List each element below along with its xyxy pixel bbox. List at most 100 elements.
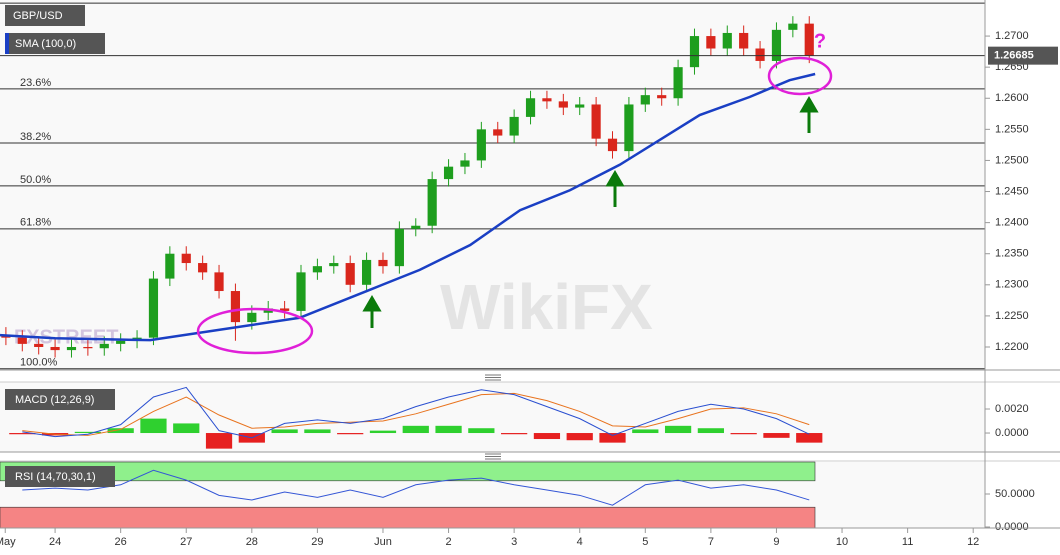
- candle-body: [771, 29, 782, 61]
- candle-body: [542, 98, 552, 102]
- x-tick-label: 5: [642, 536, 648, 548]
- candle-body: [165, 253, 175, 279]
- candle-body: [591, 104, 601, 139]
- y-tick-label: 50.0000: [995, 488, 1035, 500]
- x-tick-label: 26: [115, 536, 127, 548]
- histogram-bar: [435, 425, 462, 434]
- histogram-bar: [107, 428, 134, 434]
- histogram-bar: [566, 433, 593, 441]
- x-tick-label: 27: [180, 536, 192, 548]
- price-plot: 1.2200 1.2250 1.2300 1.2350 1.2400 1.2450 1.25…: [0, 0, 1058, 370]
- symbol-label: GBP/USD: [13, 10, 63, 22]
- x-tick-label: 11: [902, 536, 913, 548]
- macd-plot: 0.0000 0.0020: [9, 386, 1029, 449]
- overbought-band: [0, 461, 816, 482]
- x-tick-label: 24: [49, 536, 61, 548]
- candle-body: [509, 116, 519, 136]
- histogram-bar: [730, 433, 757, 435]
- candle-body: [247, 312, 257, 323]
- x-tick-label: 28: [246, 536, 258, 548]
- candle-body: [575, 104, 585, 108]
- candle-body: [657, 95, 667, 99]
- legend-boxes: GBP/USD SMA (100,0) MACD (12,26,9) RSI (…: [5, 5, 115, 487]
- signal-line: [22, 392, 810, 436]
- panel-grip[interactable]: [485, 374, 501, 460]
- level-label: 23.6%: [20, 77, 51, 89]
- y-tick-label: 1.2700: [995, 30, 1029, 42]
- highlight-ellipse: [767, 56, 833, 96]
- y-tick-label: 1.2600: [995, 92, 1029, 104]
- histogram-bar: [304, 429, 331, 434]
- candle-body: [607, 138, 618, 152]
- candle-body: [558, 101, 568, 108]
- candle-body: [624, 104, 634, 152]
- candle-body: [722, 32, 732, 49]
- y-tick-label: 1.2350: [995, 248, 1029, 260]
- level-label: 50.0%: [20, 174, 51, 186]
- histogram-bar: [599, 433, 626, 443]
- candle-body: [739, 32, 749, 49]
- candle-body: [50, 346, 60, 351]
- histogram-bar: [402, 425, 429, 434]
- level-label: 61.8%: [20, 217, 51, 229]
- candle-body: [329, 263, 339, 267]
- x-tick-label: May: [0, 536, 16, 548]
- histogram-bar: [533, 433, 561, 440]
- candle-body: [312, 266, 322, 273]
- watermarks: WikiFX FXSTREET: [14, 271, 653, 348]
- x-tick-label: Jun: [374, 536, 392, 548]
- annotations: ?: [196, 30, 833, 355]
- histogram-bar: [205, 433, 233, 449]
- candle-body: [673, 67, 683, 99]
- candle-body: [17, 337, 27, 344]
- histogram-bar: [664, 425, 692, 434]
- indicator-label: RSI (14,70,30,1): [15, 471, 96, 483]
- x-tick-label: 7: [708, 536, 714, 548]
- highlight-ellipse: [196, 307, 314, 355]
- y-tick-label: 1.2300: [995, 279, 1029, 291]
- candle-body: [66, 346, 77, 351]
- sma-line: [0, 72, 816, 342]
- candle-body: [525, 98, 536, 117]
- histogram-bar: [501, 433, 528, 435]
- candle-body: [427, 179, 437, 226]
- legend-box: [5, 466, 115, 487]
- rsi-line: [22, 469, 810, 506]
- candle-body: [148, 278, 159, 338]
- candle-body: [689, 36, 700, 68]
- histogram-bar: [468, 428, 495, 434]
- candle-body: [34, 343, 44, 347]
- level-label: 38.2%: [20, 131, 51, 143]
- y-tick-label: 1.2500: [995, 154, 1029, 166]
- arrow: [362, 295, 382, 328]
- watermark: WikiFX: [440, 271, 653, 343]
- x-tick-label: 10: [836, 536, 848, 548]
- y-tick-label: 1.2250: [995, 310, 1029, 322]
- histogram-bar: [9, 433, 36, 435]
- candle-body: [296, 272, 306, 311]
- candle-body: [116, 340, 126, 344]
- candle-body: [361, 259, 372, 285]
- y-tick-label: 0.0000: [995, 521, 1029, 533]
- legend-label: SMA (100,0): [15, 38, 76, 50]
- y-tick-label: 1.2200: [995, 341, 1029, 353]
- candle-body: [640, 95, 650, 105]
- candle-body: [706, 36, 716, 49]
- y-tick-label: 0.0020: [995, 403, 1029, 415]
- candle-body: [394, 228, 404, 267]
- histogram-bar: [697, 428, 724, 434]
- histogram-bar: [632, 429, 659, 434]
- macd-panel: [0, 382, 985, 452]
- x-tick-label: 4: [577, 536, 583, 548]
- x-tick-label: 29: [311, 536, 323, 548]
- histogram-bar: [74, 431, 101, 434]
- y-tick-label: 1.2550: [995, 123, 1029, 135]
- candle-body: [493, 129, 503, 136]
- histogram-bar: [796, 433, 823, 443]
- histogram-bar: [369, 430, 397, 434]
- candle-body: [788, 23, 798, 30]
- candle-body: [280, 308, 290, 311]
- candle-body: [345, 263, 355, 285]
- annotation: ?: [814, 30, 826, 52]
